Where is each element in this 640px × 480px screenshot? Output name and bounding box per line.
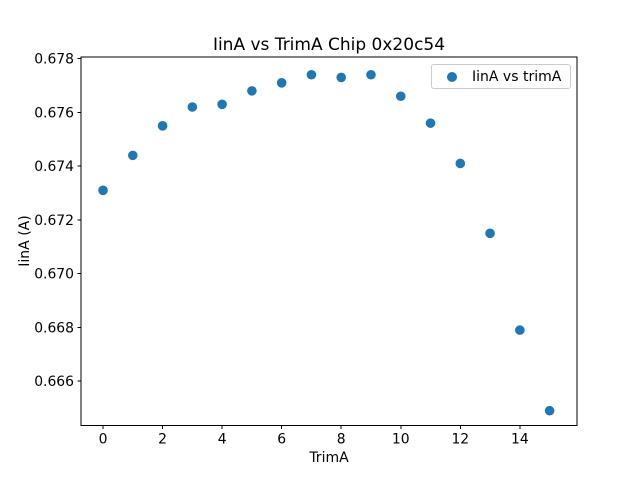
scatter-point xyxy=(157,121,168,131)
scatter-point xyxy=(395,91,406,102)
scatter-point xyxy=(217,99,227,110)
y-tick-label: 0.668 xyxy=(34,320,74,336)
x-axis-label: TrimA xyxy=(309,450,349,466)
y-axis-label: IinA (A) xyxy=(17,215,33,267)
scatter-point xyxy=(247,86,257,96)
legend-marker-icon xyxy=(447,71,457,82)
y-tick-label: 0.666 xyxy=(34,374,74,390)
y-tick-label: 0.676 xyxy=(34,105,74,121)
legend-label: IinA vs trimA xyxy=(472,68,562,85)
y-tick-label: 0.674 xyxy=(34,159,74,175)
scatter-point xyxy=(336,72,347,83)
x-tick-label: 8 xyxy=(337,432,346,448)
y-tick-label: 0.678 xyxy=(34,52,74,68)
x-tick-label: 10 xyxy=(392,432,410,448)
x-tick-label: 0 xyxy=(99,432,108,448)
x-tick-label: 4 xyxy=(218,432,227,448)
x-tick-label: 2 xyxy=(158,432,167,448)
scatter-point xyxy=(425,118,436,128)
x-tick-label: 6 xyxy=(277,432,286,448)
scatter-point xyxy=(128,150,138,161)
legend-handle xyxy=(440,71,464,82)
plot-frame xyxy=(80,56,578,426)
scatter-point xyxy=(306,69,317,80)
x-tick-label: 14 xyxy=(511,432,529,448)
legend: IinA vs trimA xyxy=(431,64,572,89)
scatter-point xyxy=(515,325,525,335)
y-tick-label: 0.672 xyxy=(34,213,74,229)
y-tick-label: 0.670 xyxy=(34,267,74,283)
scatter-point xyxy=(485,228,495,239)
chart-title: IinA vs TrimA Chip 0x20c54 xyxy=(212,35,446,55)
scatter-point xyxy=(455,158,466,169)
scatter-point xyxy=(366,69,376,80)
scatter-point xyxy=(276,78,287,88)
scatter-point xyxy=(98,185,108,196)
scatter-point xyxy=(187,102,198,112)
scatter-point xyxy=(544,405,555,416)
x-tick-label: 12 xyxy=(451,432,469,448)
